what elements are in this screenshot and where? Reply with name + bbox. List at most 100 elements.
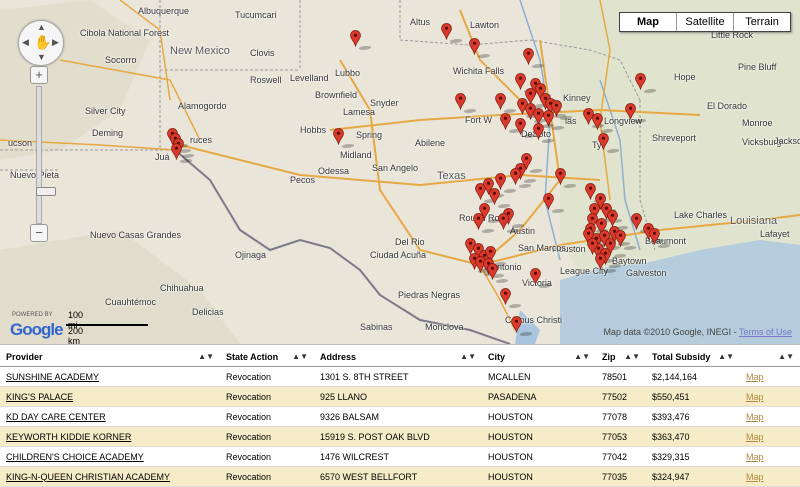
map-marker-pin[interactable]: [495, 173, 506, 190]
state-action-cell: Revocation: [220, 426, 314, 447]
sort-icon[interactable]: ▲▼: [778, 352, 794, 361]
map-marker-pin[interactable]: [533, 123, 544, 140]
map-marker-pin[interactable]: [615, 230, 626, 247]
map-marker-pin[interactable]: [455, 93, 466, 110]
provider-link[interactable]: CHILDREN'S CHOICE ACADEMY: [6, 451, 144, 462]
map-marker-pin[interactable]: [601, 203, 612, 220]
provider-link[interactable]: KING-N-QUEEN CHRISTIAN ACADEMY: [6, 471, 171, 482]
map-label-sabinas: Sabinas: [360, 322, 393, 332]
map-marker-pin[interactable]: [333, 128, 344, 145]
map-marker-pin[interactable]: [635, 73, 646, 90]
map-type-satellite-button[interactable]: Satellite: [676, 13, 733, 31]
column-header-state-action[interactable]: State Action ▲▼: [220, 347, 314, 367]
map-marker-pin[interactable]: [489, 188, 500, 205]
map-link[interactable]: Map: [746, 471, 764, 482]
map-link[interactable]: Map: [746, 411, 764, 422]
map-marker-pin[interactable]: [495, 93, 506, 110]
map-marker-pin[interactable]: [631, 213, 642, 230]
map-marker-pin[interactable]: [500, 288, 511, 305]
city-cell: HOUSTON: [482, 466, 596, 487]
map-marker-pin[interactable]: [649, 228, 660, 245]
map-marker-pin[interactable]: [515, 73, 526, 90]
map-marker-pin[interactable]: [525, 103, 536, 120]
map-marker-pin[interactable]: [510, 168, 521, 185]
map-marker-pin[interactable]: [479, 203, 490, 220]
map-marker-pin[interactable]: [587, 238, 598, 255]
zip-cell: 77042: [596, 446, 646, 467]
map-marker-pin[interactable]: [535, 83, 546, 100]
map-link[interactable]: Map: [746, 371, 764, 382]
map-label-victoria: Victoria: [522, 278, 552, 288]
column-header-map[interactable]: ▲▼: [740, 347, 800, 367]
map-marker-pin[interactable]: [517, 98, 528, 115]
map-marker-pin[interactable]: [483, 178, 494, 195]
provider-link[interactable]: KEYWORTH KIDDIE KORNER: [6, 431, 132, 442]
map-label-clovis: Clovis: [250, 48, 275, 58]
zoom-in-button[interactable]: +: [30, 66, 48, 84]
map-label-chihuahua: Chihuahua: [160, 283, 204, 293]
map-marker-pin[interactable]: [592, 113, 603, 130]
map-marker-pin[interactable]: [583, 108, 594, 125]
map-type-terrain-button[interactable]: Terrain: [733, 13, 790, 31]
zoom-control[interactable]: + −: [30, 66, 56, 242]
column-header-total-subsidy[interactable]: Total Subsidy ▲▼: [646, 347, 740, 367]
provider-link[interactable]: KD DAY CARE CENTER: [6, 411, 106, 422]
map-marker-pin[interactable]: [585, 183, 596, 200]
map-link[interactable]: Map: [746, 431, 764, 442]
map-marker-pin[interactable]: [625, 103, 636, 120]
map-marker-pin[interactable]: [475, 256, 486, 273]
map-marker-pin[interactable]: [350, 30, 361, 47]
map-marker-pin[interactable]: [551, 100, 562, 117]
map-marker-pin[interactable]: [171, 143, 182, 160]
map-marker-pin[interactable]: [441, 23, 452, 40]
terms-of-use-link[interactable]: Terms of Use: [738, 327, 792, 337]
column-header-city[interactable]: City ▲▼: [482, 347, 596, 367]
map-marker-pin[interactable]: [511, 316, 522, 333]
provider-link[interactable]: SUNSHINE ACADEMY: [6, 371, 100, 382]
map-marker-pin[interactable]: [543, 110, 554, 127]
map-marker-pin[interactable]: [465, 238, 476, 255]
map-marker-pin[interactable]: [498, 213, 509, 230]
subsidy-cell: $324,947: [646, 466, 740, 487]
map-marker-pin[interactable]: [555, 168, 566, 185]
zoom-slider-handle[interactable]: [36, 187, 56, 196]
map-type-selector[interactable]: Map Satellite Terrain: [619, 12, 791, 32]
column-header-provider[interactable]: Provider ▲▼: [0, 347, 220, 367]
map-marker-pin[interactable]: [530, 268, 541, 285]
map-marker-pin[interactable]: [607, 210, 618, 227]
map-marker-pin[interactable]: [487, 263, 498, 280]
map-marker-pin[interactable]: [521, 153, 532, 170]
zoom-slider-track[interactable]: [36, 86, 56, 224]
map-marker-pin[interactable]: [643, 223, 654, 240]
sort-icon[interactable]: ▲▼: [574, 351, 590, 361]
map-marker-pin[interactable]: [595, 193, 606, 210]
map-view[interactable]: ▲ ◀ ▶ ▼ ✋ + − Map Satellite Terrain Albu…: [0, 0, 800, 345]
map-marker-pin[interactable]: [473, 213, 484, 230]
column-header-address[interactable]: Address ▲▼: [314, 347, 482, 367]
sort-icon[interactable]: ▲▼: [292, 351, 308, 361]
map-marker-pin[interactable]: [500, 113, 511, 130]
map-marker-pin[interactable]: [543, 193, 554, 210]
zoom-out-button[interactable]: −: [30, 224, 48, 242]
sort-icon[interactable]: ▲▼: [198, 351, 214, 361]
map-marker-pin[interactable]: [469, 38, 480, 55]
map-marker-pin[interactable]: [599, 230, 610, 247]
provider-link[interactable]: KING'S PALACE: [6, 391, 74, 402]
state-action-cell: Revocation: [220, 406, 314, 427]
map-label-levelland: Levelland: [290, 73, 329, 83]
sort-icon[interactable]: ▲▼: [624, 351, 640, 361]
map-link[interactable]: Map: [746, 451, 764, 462]
map-marker-pin[interactable]: [523, 48, 534, 65]
sort-icon[interactable]: ▲▼: [718, 351, 734, 361]
map-marker-pin[interactable]: [515, 118, 526, 135]
map-label-pecos: Pecos: [290, 175, 316, 185]
map-marker-pin[interactable]: [595, 253, 606, 270]
pan-control[interactable]: ▲ ◀ ▶ ▼ ✋: [18, 20, 64, 66]
map-type-map-button[interactable]: Map: [637, 16, 659, 28]
map-link[interactable]: Map: [746, 391, 764, 402]
sort-icon[interactable]: ▲▼: [460, 351, 476, 361]
column-header-zip[interactable]: Zip ▲▼: [596, 347, 646, 367]
map-label-hope: Hope: [674, 72, 696, 82]
map-marker-pin[interactable]: [598, 133, 609, 150]
map-marker-pin[interactable]: [609, 226, 620, 243]
